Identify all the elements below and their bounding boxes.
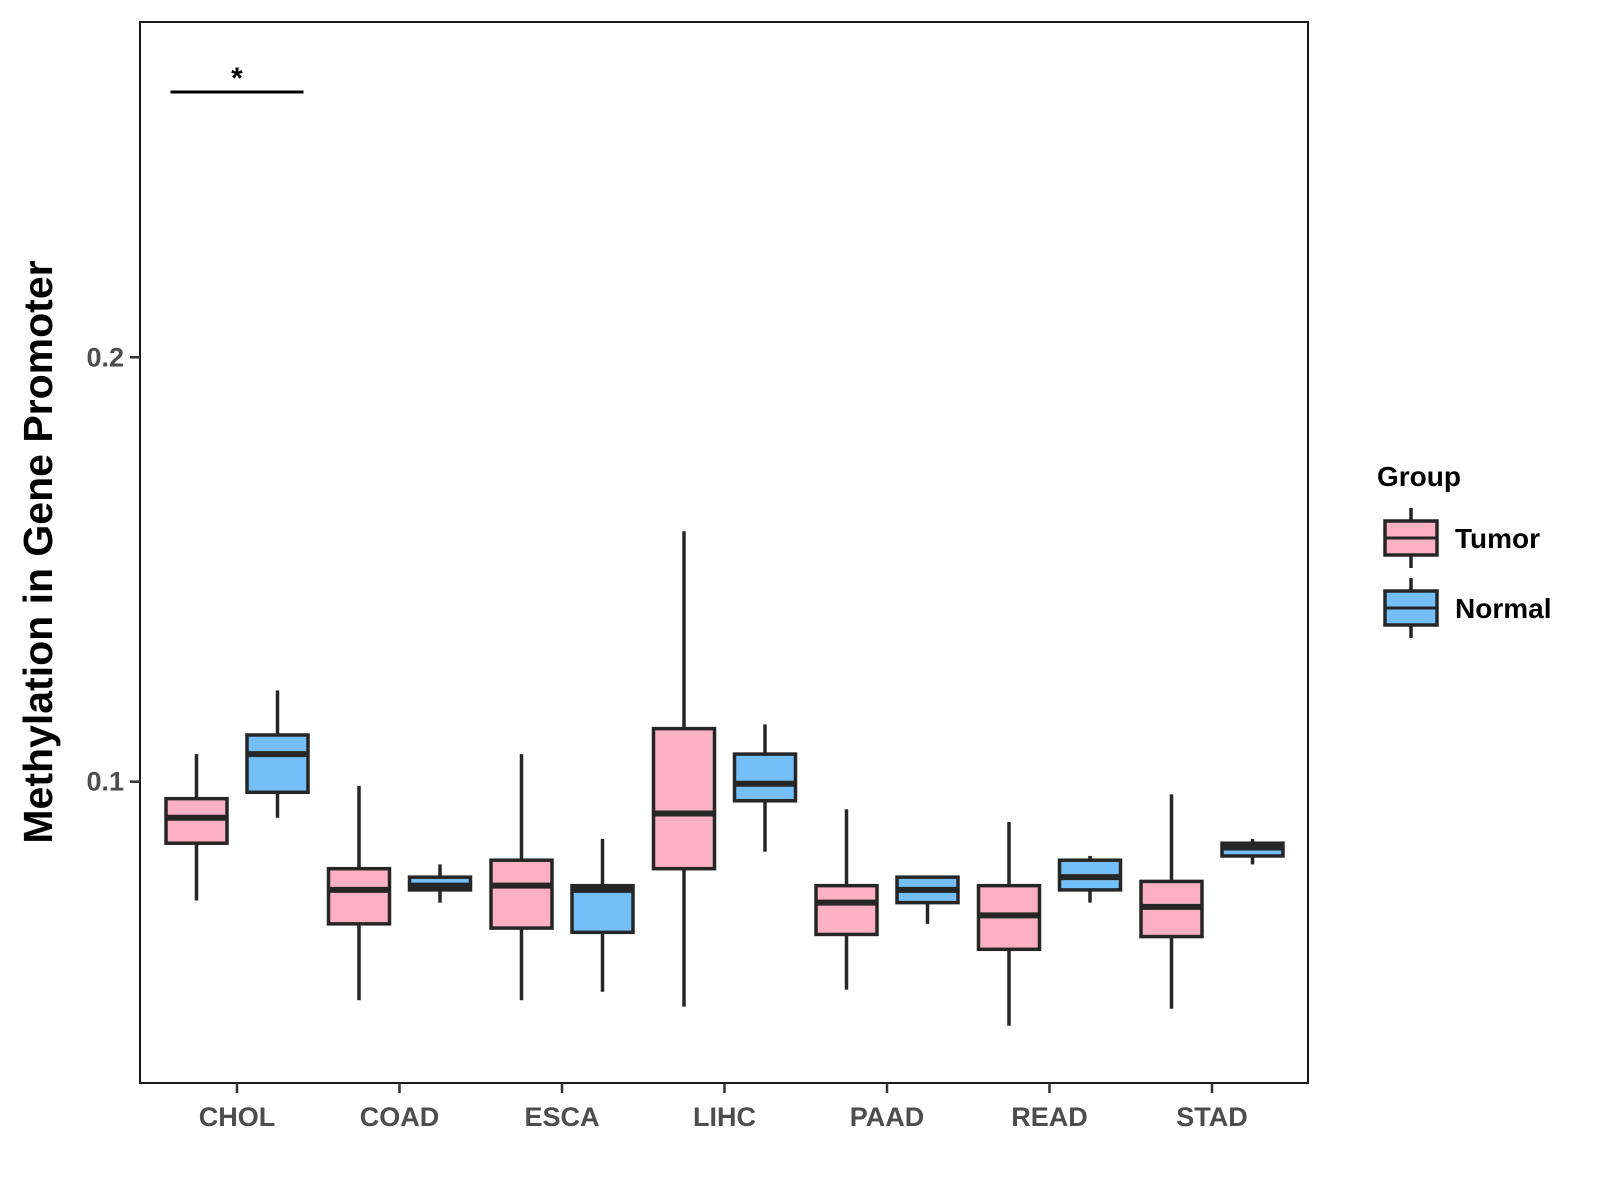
legend-label-normal: Normal <box>1455 593 1551 624</box>
legend: Group Tumor Normal <box>1377 461 1551 638</box>
x-tick-label-lihc: LIHC <box>693 1102 756 1132</box>
box-tumor-coad <box>326 866 392 926</box>
y-tick-label-0: 0.1 <box>86 767 124 797</box>
y-tick-label-1: 0.2 <box>86 342 124 372</box>
box-normal-chol <box>245 733 310 795</box>
significance-star-chol: * <box>231 62 243 95</box>
legend-label-tumor: Tumor <box>1455 523 1540 554</box>
box-normal-esca <box>570 883 635 935</box>
box-normal-lihc <box>732 752 798 803</box>
box-tumor-lihc <box>651 726 717 871</box>
y-axis-label: Methylation in Gene Promoter <box>15 260 61 843</box>
x-tick-label-esca: ESCA <box>524 1102 599 1132</box>
box-tumor-paad <box>814 883 879 937</box>
box-tumor-chol <box>164 796 229 845</box>
x-tick-label-read: READ <box>1011 1102 1088 1132</box>
legend-title: Group <box>1377 461 1461 492</box>
plot-area: * <box>164 62 1285 1026</box>
box-tumor-esca <box>489 858 554 930</box>
x-tick-label-coad: COAD <box>360 1102 440 1132</box>
axes: 0.1 0.2 CHOL COAD ESCA LIHC PAAD READ STAD <box>86 342 1247 1132</box>
x-tick-label-paad: PAAD <box>850 1102 925 1132</box>
x-tick-label-chol: CHOL <box>199 1102 276 1132</box>
x-tick-label-stad: STAD <box>1176 1102 1248 1132</box>
